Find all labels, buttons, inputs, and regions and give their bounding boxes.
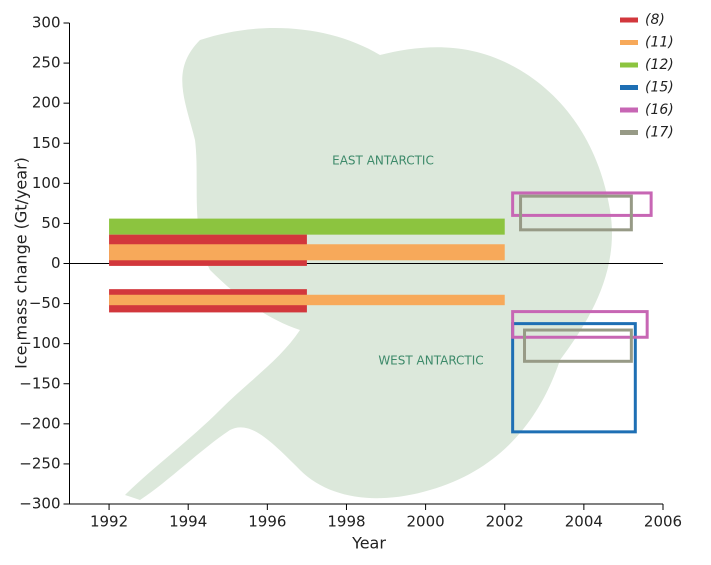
legend-label: (17): [645, 125, 674, 141]
y-tick-label: 250: [32, 54, 61, 72]
range-box: [511, 191, 653, 217]
x-tick-label: 1996: [248, 513, 286, 531]
x-tick-label: 2000: [407, 513, 445, 531]
legend-label: (8): [645, 12, 665, 28]
y-tick-label: 0: [51, 254, 61, 272]
y-tick-label: 200: [32, 94, 61, 112]
x-axis-title: Year: [351, 534, 386, 553]
legend-label: (11): [645, 35, 674, 51]
legend-label: (15): [645, 80, 674, 96]
legend-label: (12): [645, 57, 674, 73]
x-tick-label: 2006: [644, 513, 682, 531]
y-tick-label: 300: [32, 14, 61, 32]
range-box: [511, 310, 649, 339]
range-box: [109, 244, 505, 261]
y-tick-label: −300: [19, 495, 60, 513]
y-tick-label: 100: [32, 174, 61, 192]
annotation: EAST ANTARCTIC: [332, 154, 434, 168]
range-box: [523, 328, 633, 363]
y-tick-label: −250: [19, 454, 60, 472]
y-tick-label: 50: [41, 214, 60, 232]
x-tick-label: 1998: [327, 513, 365, 531]
y-tick-label: −50: [29, 294, 61, 312]
legend-label: (16): [645, 102, 674, 118]
range-box: [519, 194, 633, 232]
y-axis-title: Ice mass change (Gt/year): [12, 157, 31, 369]
range-box: [109, 294, 505, 306]
range-box: [109, 218, 505, 235]
y-tick-label: −200: [19, 414, 60, 432]
x-tick-label: 1992: [90, 513, 128, 531]
x-tick-label: 2002: [486, 513, 524, 531]
x-tick-label: 2004: [565, 513, 603, 531]
x-tick-label: 1994: [169, 513, 207, 531]
annotation: WEST ANTARCTIC: [378, 354, 483, 368]
y-tick-label: 150: [32, 134, 61, 152]
y-tick-label: −150: [19, 374, 60, 392]
range-box: [511, 322, 637, 434]
y-tick-label: −100: [19, 334, 60, 352]
